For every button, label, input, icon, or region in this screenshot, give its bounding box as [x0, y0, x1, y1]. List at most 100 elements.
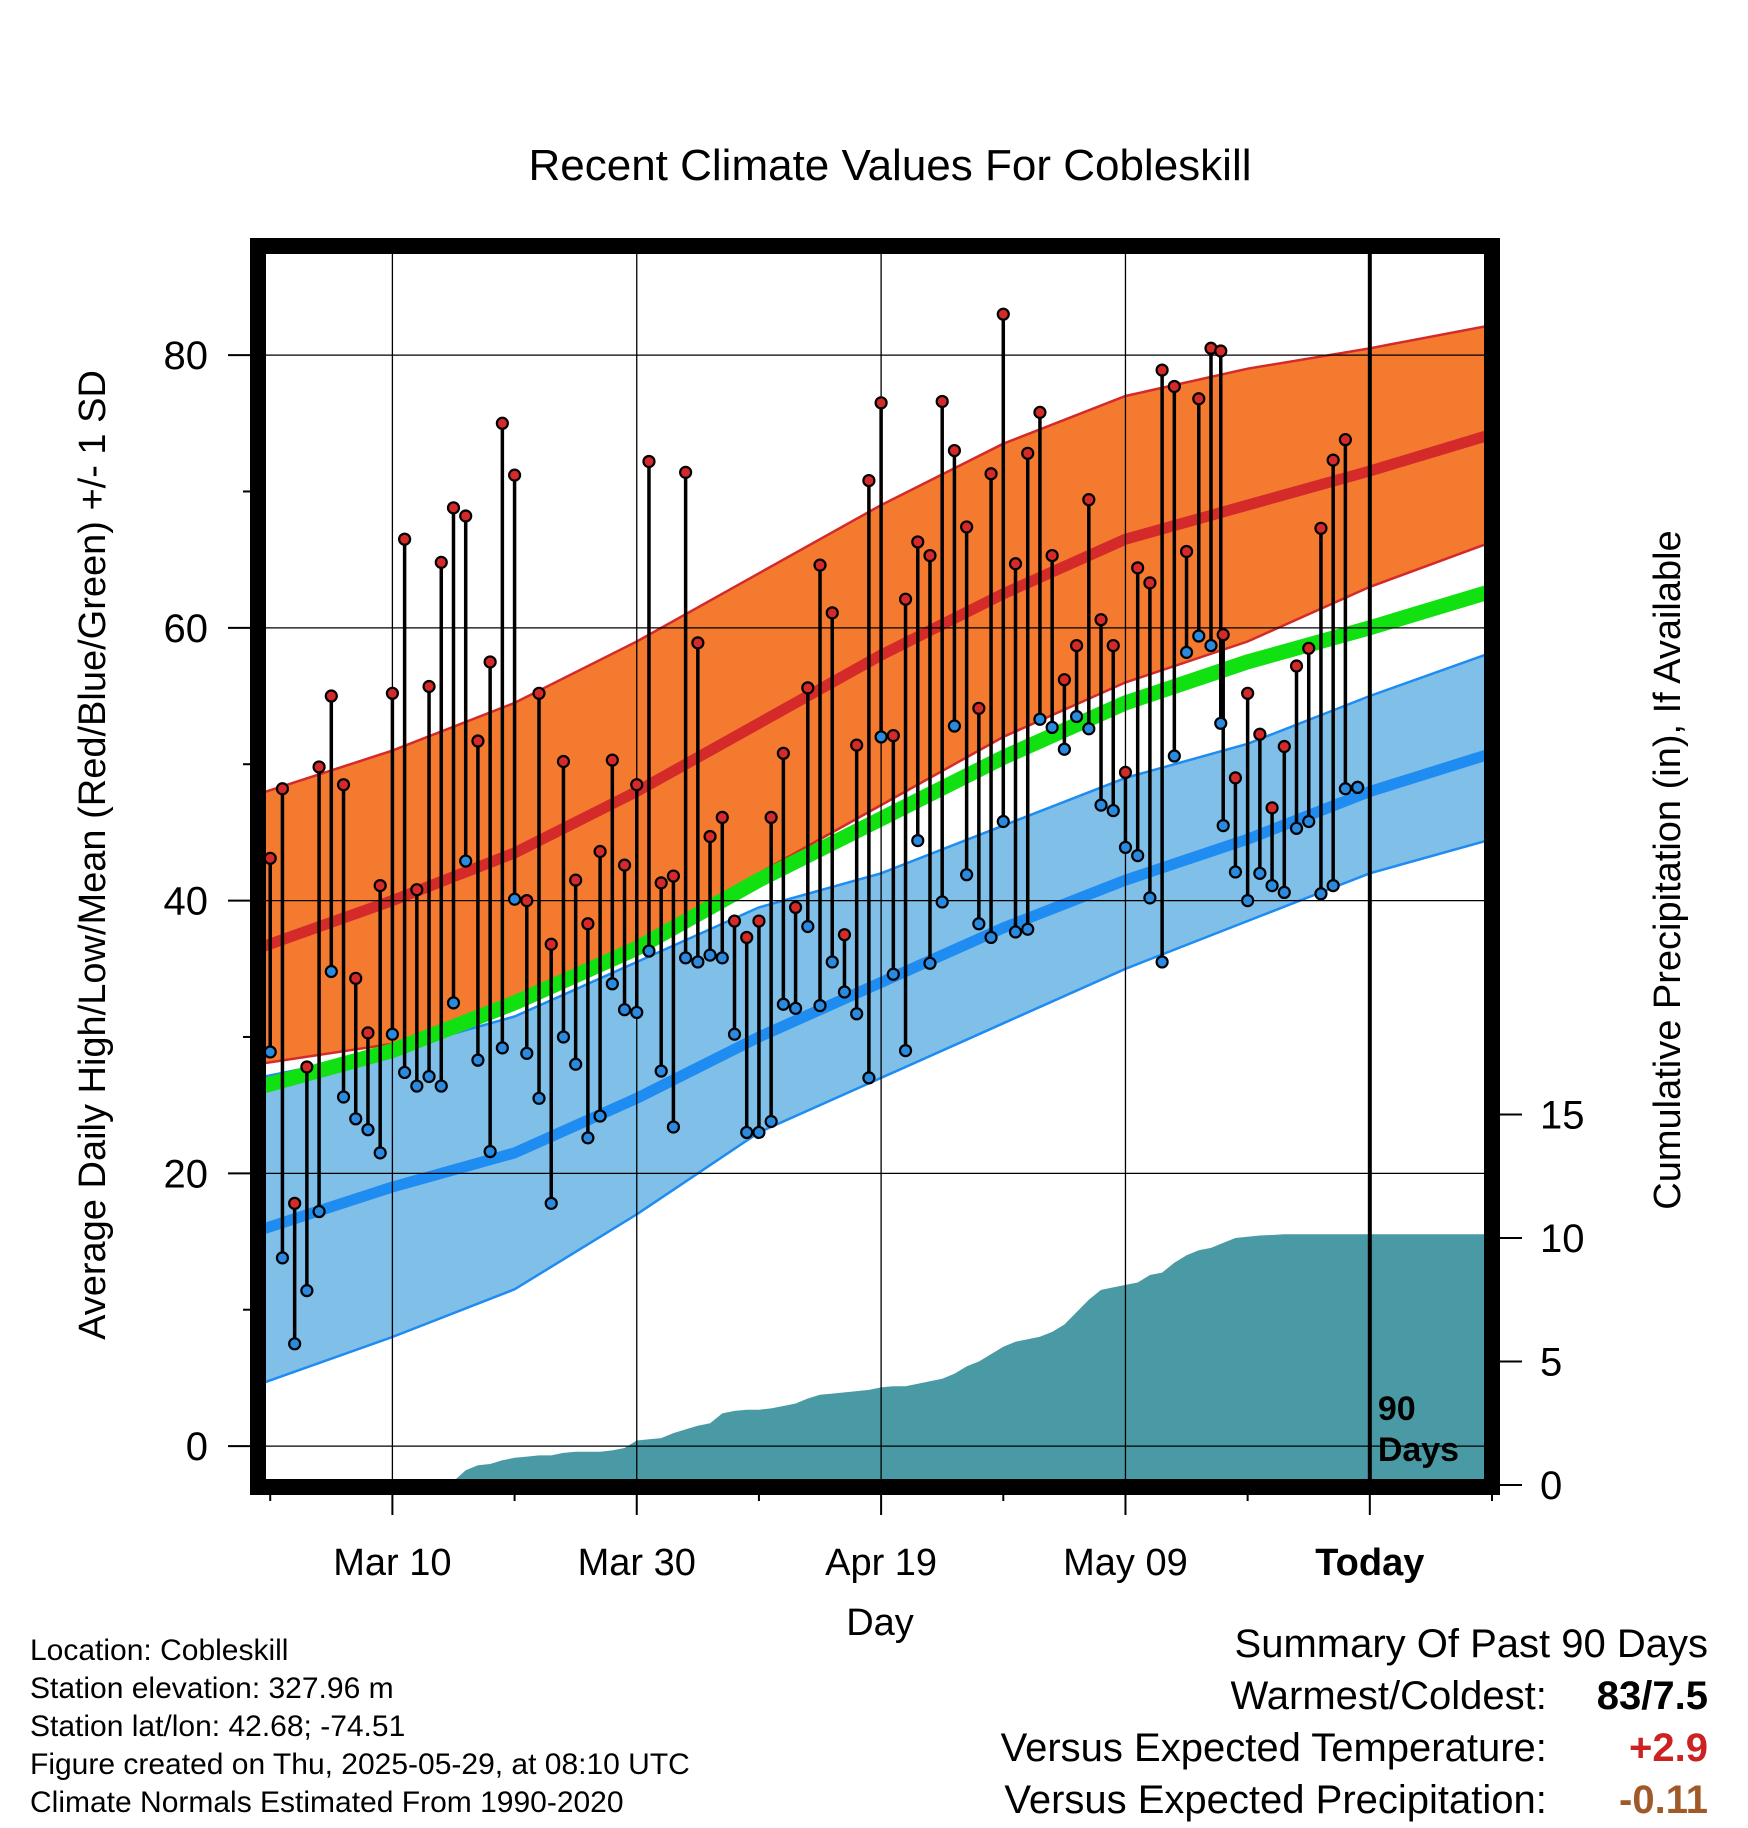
daily-high-point — [581, 917, 595, 931]
daily-high-point — [1094, 613, 1108, 627]
daily-high-point — [1118, 765, 1133, 780]
daily-low-point — [275, 1251, 290, 1265]
daily-low-point — [556, 1030, 571, 1044]
daily-high-point — [898, 592, 913, 606]
daily-high-point — [1338, 433, 1352, 447]
x-tick-label-11: Mar 10 — [333, 1542, 451, 1584]
daily-high-point — [788, 900, 803, 915]
footer-latlon: Station lat/lon: 42.68; -74.51 — [30, 1710, 406, 1743]
daily-high-point — [398, 532, 412, 546]
daily-high-point — [263, 851, 277, 865]
daily-low-point — [1192, 629, 1206, 643]
daily-low-point — [361, 1123, 375, 1137]
daily-high-point — [1143, 576, 1157, 590]
daily-high-point — [1228, 771, 1243, 785]
daily-low-point — [263, 1045, 277, 1059]
daily-high-point — [1326, 453, 1340, 467]
daily-low-point — [398, 1065, 412, 1080]
daily-high-point — [422, 679, 436, 694]
daily-low-point — [764, 1114, 778, 1129]
daily-high-point — [1277, 739, 1291, 754]
daily-high-point — [373, 878, 387, 893]
daily-low-point — [336, 1090, 351, 1104]
daily-low-point — [1253, 866, 1267, 880]
daily-low-point — [996, 814, 1010, 829]
daily-high-point — [1179, 544, 1194, 559]
daily-high-point — [935, 394, 949, 409]
daily-high-point — [617, 858, 632, 872]
daily-high-point — [825, 606, 839, 620]
daily-low-point — [288, 1337, 302, 1351]
daily-low-point — [459, 854, 473, 868]
daily-high-point — [666, 869, 681, 883]
daily-high-point — [972, 701, 986, 715]
y-tick-label-0: 0 — [186, 1425, 208, 1469]
daily-high-point — [813, 558, 827, 572]
daily-high-point — [1106, 638, 1120, 653]
daily-high-point — [850, 738, 864, 752]
daily-low-point — [1351, 780, 1365, 795]
daily-low-point — [1338, 782, 1352, 796]
daily-high-point — [1021, 446, 1035, 460]
daily-low-point — [373, 1146, 387, 1160]
daily-low-point — [532, 1091, 546, 1105]
x-axis-label: Day — [846, 1602, 914, 1644]
daily-high-point — [520, 893, 534, 908]
daily-high-point — [410, 883, 424, 897]
daily-high-point — [593, 844, 607, 859]
daily-high-point — [874, 396, 888, 410]
x-tick-label-51: Apr 19 — [825, 1542, 937, 1584]
y2-tick-label-10: 10 — [1540, 1217, 1585, 1261]
daily-high-point — [1314, 521, 1328, 535]
daily-low-point — [544, 1196, 558, 1210]
daily-low-point — [300, 1284, 314, 1298]
footer-normals: Climate Normals Estimated From 1990-2020 — [30, 1786, 624, 1819]
y-tick-label-40: 40 — [164, 880, 209, 924]
daily-low-point — [507, 892, 522, 906]
daily-low-point — [1118, 840, 1133, 855]
summary-warmest-row: Warmest/Coldest: 83/7.5 — [1231, 1674, 1709, 1719]
daily-high-point — [434, 555, 448, 569]
daily-low-point — [874, 730, 888, 744]
daily-low-point — [605, 977, 619, 991]
daily-low-point — [972, 917, 986, 931]
daily-low-point — [740, 1125, 754, 1140]
daily-low-point — [703, 948, 717, 962]
daily-low-point — [691, 955, 705, 969]
daily-high-point — [300, 1060, 314, 1074]
daily-low-point — [1326, 878, 1340, 893]
daily-high-point — [471, 734, 485, 748]
daily-high-point — [886, 728, 900, 743]
daily-high-point — [569, 873, 583, 887]
y2-tick-label-5: 5 — [1540, 1341, 1562, 1385]
daily-high-point — [1192, 392, 1206, 406]
footer-created: Figure created on Thu, 2025-05-29, at 08… — [30, 1748, 690, 1781]
summary-temp-value: +2.9 — [1629, 1726, 1708, 1770]
daily-low-point — [1069, 709, 1084, 724]
x-tick-label-71: May 09 — [1063, 1542, 1188, 1584]
daily-low-point — [593, 1109, 607, 1123]
summary-precip-label: Versus Expected Precipitation: — [1004, 1778, 1547, 1822]
daily-high-point — [1214, 344, 1228, 358]
daily-high-point — [862, 473, 876, 488]
daily-high-point — [556, 754, 571, 769]
daily-low-point — [1302, 814, 1316, 829]
daily-low-point — [911, 833, 925, 848]
footer-elevation: Station elevation: 327.96 m — [30, 1672, 394, 1705]
daily-low-point — [825, 955, 839, 969]
low-sd-band — [258, 652, 1492, 1385]
daily-high-point — [1216, 628, 1230, 642]
daily-high-point — [385, 686, 399, 700]
daily-low-point — [850, 1007, 864, 1021]
daily-low-point — [1106, 803, 1120, 818]
daily-low-point — [1155, 955, 1169, 969]
daily-high-point — [483, 655, 497, 669]
daily-high-point — [923, 548, 937, 563]
daily-high-point — [911, 535, 925, 549]
daily-low-point — [1094, 798, 1108, 812]
daily-high-point — [679, 465, 693, 479]
daily-low-point — [776, 997, 790, 1011]
daily-low-point — [324, 964, 338, 979]
